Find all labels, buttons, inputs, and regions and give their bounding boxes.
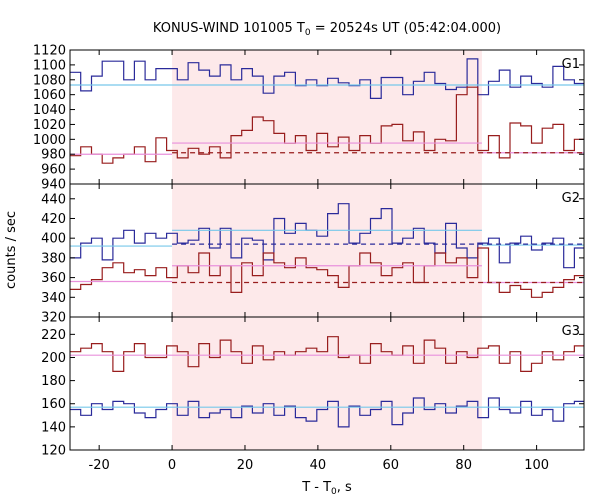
y-tick-label: 960 xyxy=(41,163,66,178)
series-blue-histogram xyxy=(70,203,584,269)
x-tick-label: 40 xyxy=(310,458,327,473)
series-red-histogram xyxy=(70,336,584,372)
panel-label-g2: G2 xyxy=(562,191,580,206)
y-tick-label: 200 xyxy=(41,351,66,366)
series-red-histogram xyxy=(70,247,584,298)
series-blue-histogram xyxy=(70,397,584,428)
panel-g3: 120 140 160 180 200 220 G3 xyxy=(41,316,585,459)
panel-g2: 320 340 360 380 400 420 440 G2 xyxy=(41,183,585,326)
y-axis-label: counts / sec xyxy=(4,211,19,289)
series-blue-histogram xyxy=(70,58,584,99)
x-tick-label: 60 xyxy=(383,458,400,473)
y-tick-label: 1060 xyxy=(33,88,66,103)
y-tick-label: 1100 xyxy=(33,58,66,73)
shaded-interval xyxy=(172,50,482,184)
y-tick-label: 180 xyxy=(41,374,66,389)
y-tick-label: 340 xyxy=(41,291,66,306)
y-tick-label: 1020 xyxy=(33,118,66,133)
y-tick-label: 140 xyxy=(41,420,66,435)
panel-label-g1: G1 xyxy=(562,57,580,72)
x-tick-label: 80 xyxy=(455,458,472,473)
y-tick-label: 380 xyxy=(41,251,66,266)
y-tick-label: 220 xyxy=(41,328,66,343)
y-tick-label: 940 xyxy=(41,178,66,193)
y-tick-label: 120 xyxy=(41,444,66,459)
y-tick-label: 1000 xyxy=(33,133,66,148)
y-tick-label: 440 xyxy=(41,192,66,207)
shaded-interval xyxy=(172,184,482,317)
y-tick-label: 1120 xyxy=(33,44,66,59)
y-tick-label: 400 xyxy=(41,232,66,247)
y-tick-label: 1040 xyxy=(33,103,66,118)
y-tick-label: 360 xyxy=(41,271,66,286)
x-tick-label: 0 xyxy=(168,458,176,473)
y-tick-label: 160 xyxy=(41,397,66,412)
series-red-histogram xyxy=(70,86,584,164)
panels-group: 9409609801000102010401060108011001120G13… xyxy=(33,44,585,473)
x-tick-label: 20 xyxy=(237,458,254,473)
y-tick-label: 980 xyxy=(41,148,66,163)
x-tick-label: -20 xyxy=(89,458,110,473)
panel-frame xyxy=(69,316,585,451)
y-tick-label: 420 xyxy=(41,212,66,227)
x-axis-label: T - T0, s xyxy=(301,480,352,497)
panel-label-g3: G3 xyxy=(562,324,580,339)
x-tick-label: 100 xyxy=(524,458,549,473)
y-tick-label: 1080 xyxy=(33,73,66,88)
figure-title: KONUS-WIND 101005 T0 = 20524s UT (05:42:… xyxy=(153,21,501,38)
y-tick-label: 320 xyxy=(41,311,66,326)
